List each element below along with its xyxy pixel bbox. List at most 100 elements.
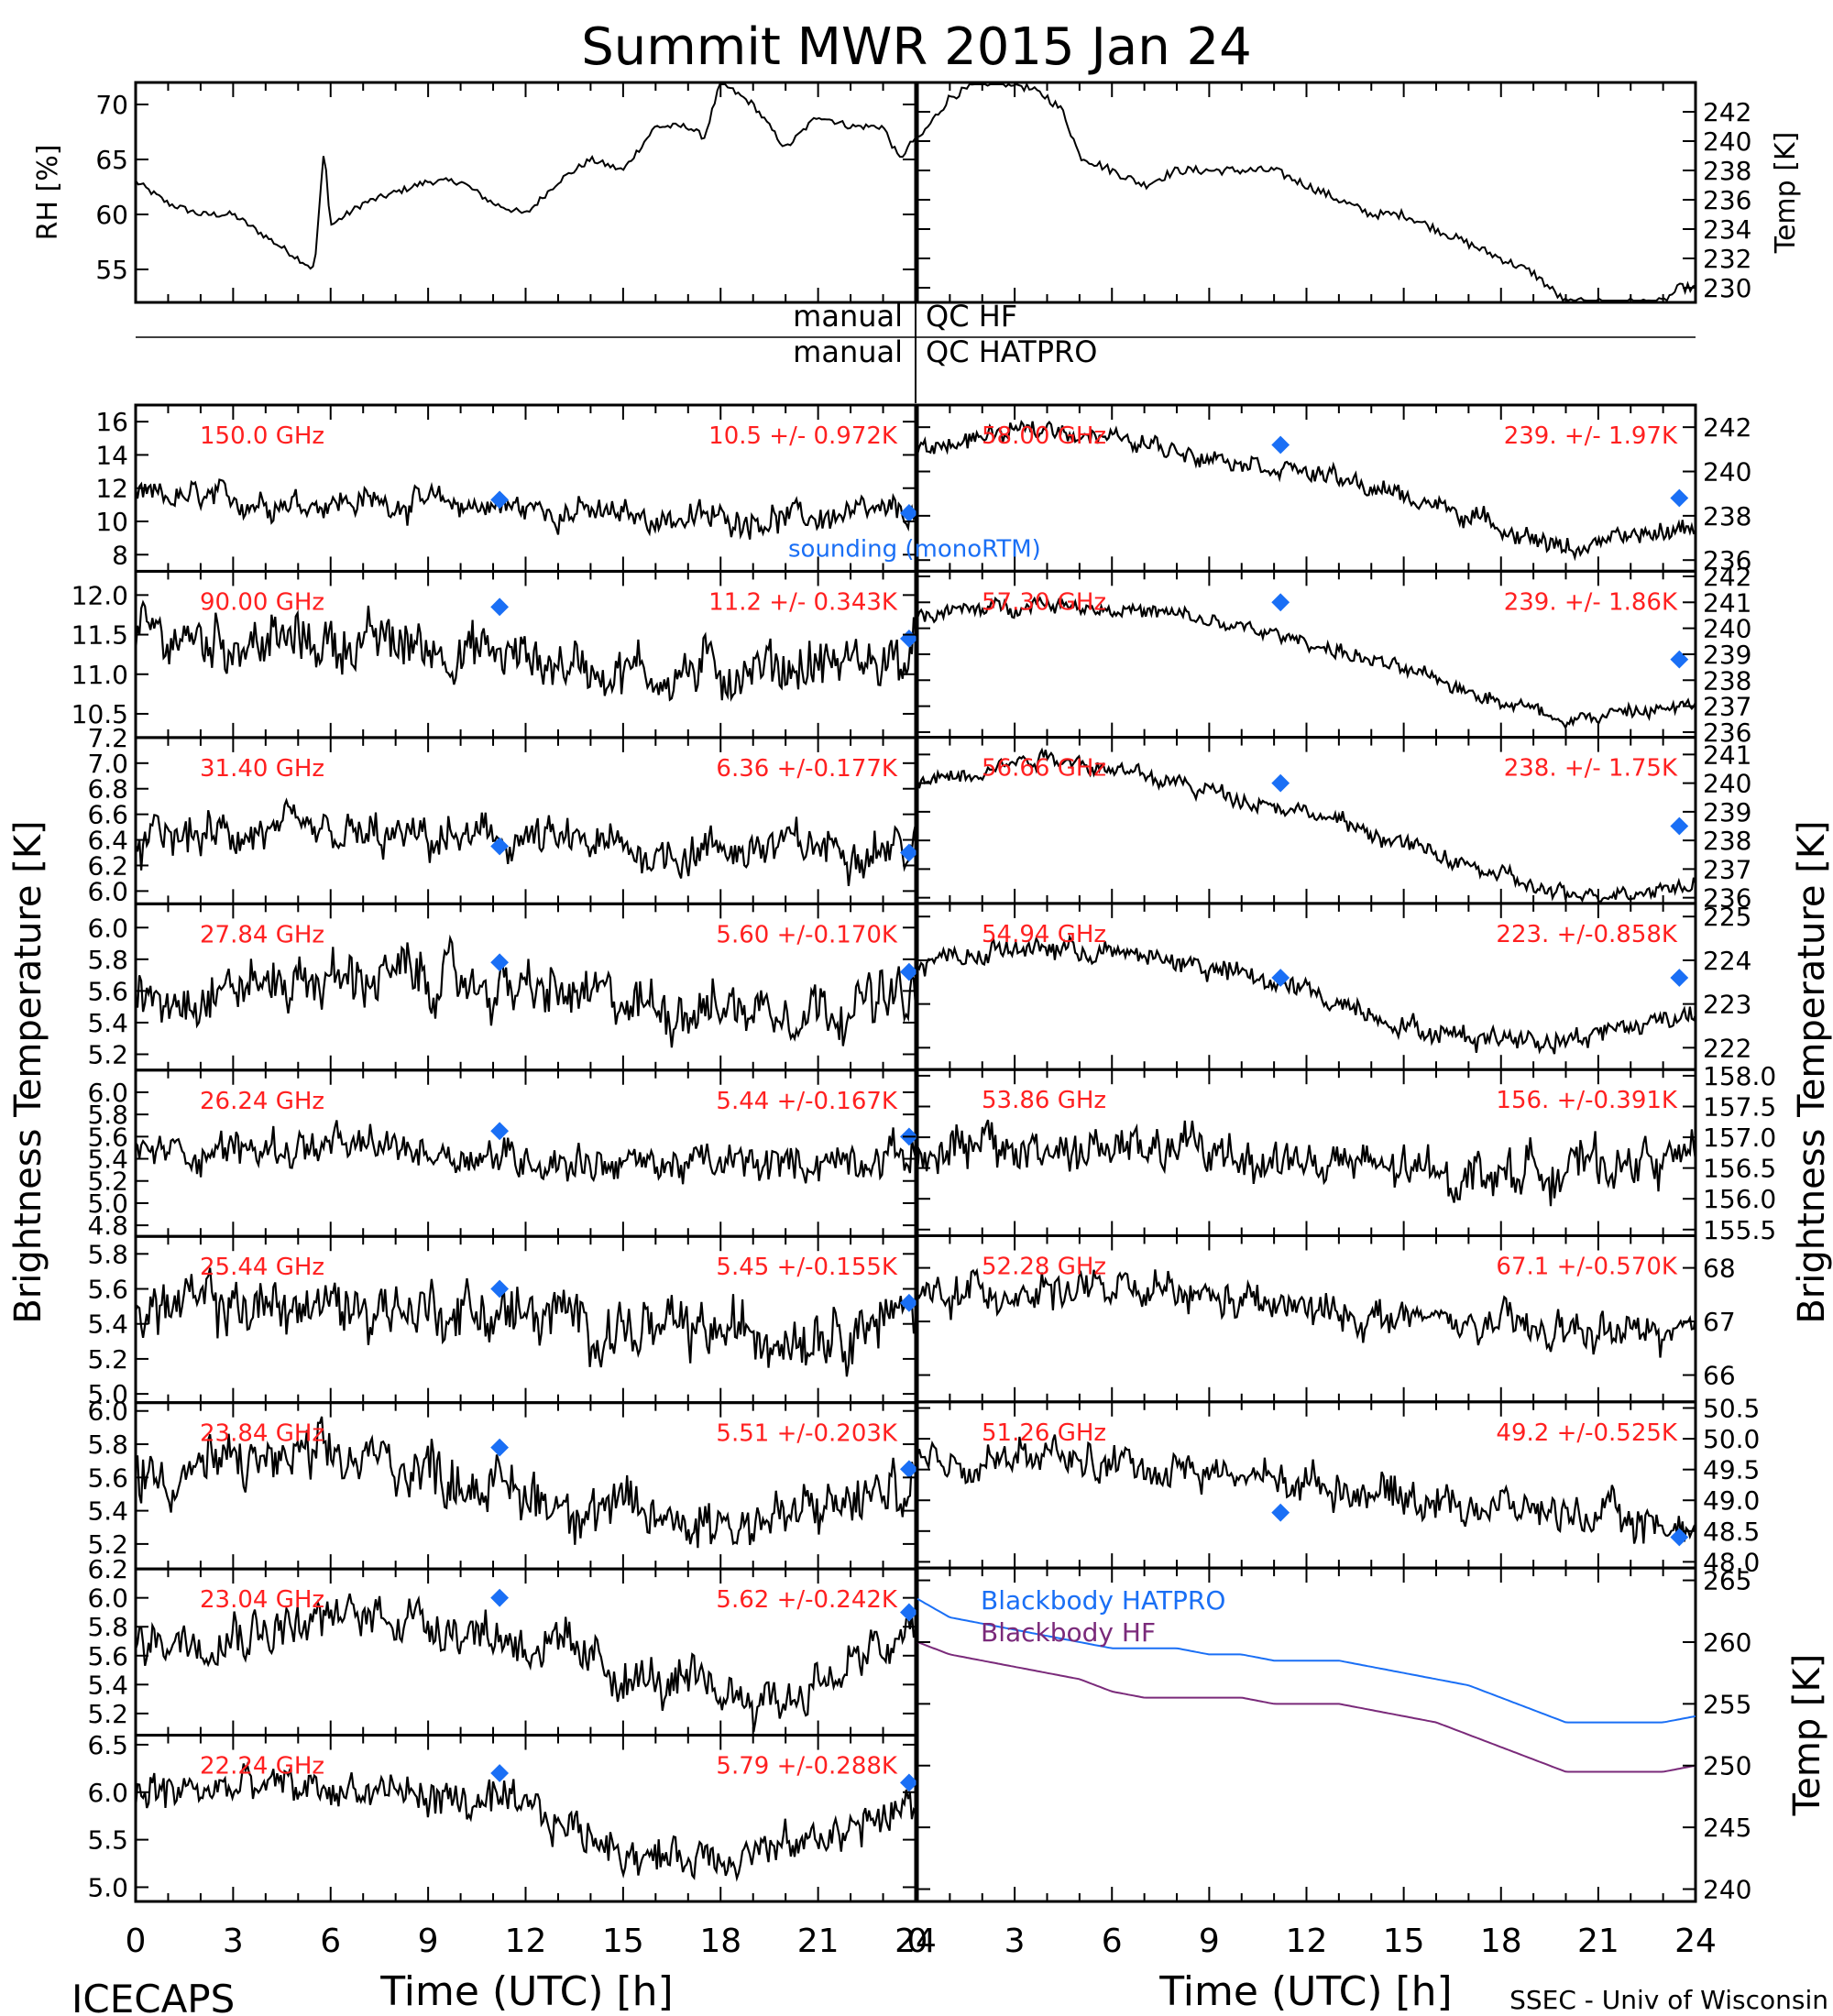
stats-label-R5: 67.1 +/-0.570K — [1496, 1254, 1678, 1281]
y-tick-label: 48.0 — [1703, 1547, 1760, 1577]
y-tick-label: 60 — [95, 200, 128, 230]
frequency-label-R0: 58.00 GHz — [982, 422, 1106, 450]
x-tick-label-right: 24 — [1674, 1923, 1717, 1960]
brightness-series-L5 — [134, 1267, 917, 1377]
brightness-series-L2 — [134, 797, 917, 887]
sounding-point — [490, 597, 510, 617]
bb-hatpro-series — [916, 1597, 1696, 1724]
y-tick-label: 14 — [95, 440, 128, 470]
x-axis-title-right: Time (UTC) [h] — [1158, 1968, 1452, 2015]
chart-title: Summit MWR 2015 Jan 24 — [581, 17, 1252, 77]
y-tick-label: 240 — [1703, 769, 1751, 799]
sounding-point — [490, 953, 510, 972]
y-tick-label: 68 — [1703, 1254, 1736, 1284]
y-tick-label: 50.5 — [1703, 1394, 1760, 1424]
x-tick-label-left: 24 — [895, 1923, 937, 1960]
frequency-label-R5: 52.28 GHz — [982, 1254, 1106, 1281]
x-axis-labels: 0 0 3 3 6 6 9 9 12 12 15 15 18 18 21 21 24 24 — [126, 1923, 1717, 1960]
sounding-point — [900, 1603, 918, 1622]
frequency-label-R6: 51.26 GHz — [982, 1419, 1106, 1447]
y-tick-label: 156.0 — [1703, 1184, 1776, 1214]
y-tick-label: 10.5 — [71, 699, 128, 729]
y-tick-label: 234 — [1703, 214, 1751, 245]
stats-label-R1: 239. +/- 1.86K — [1504, 588, 1678, 616]
temp-axis-label: Temp [K] — [1770, 132, 1802, 255]
sounding-point — [1271, 593, 1290, 612]
y-tick-label: 232 — [1703, 244, 1751, 274]
y-tick-label: 16 — [95, 407, 128, 437]
frequency-label-R4: 53.86 GHz — [982, 1087, 1106, 1114]
y-tick-label: 5.2 — [87, 1039, 128, 1069]
footer-right: SSEC - Univ of Wisconsin — [1509, 1985, 1828, 2015]
frequency-label-L4: 26.24 GHz — [200, 1088, 324, 1115]
y-tick-label: 5.8 — [87, 1430, 128, 1460]
brightness-series-L8 — [134, 1761, 916, 1882]
y-tick-label: 157.5 — [1703, 1091, 1776, 1122]
y-tick-label: 156.5 — [1703, 1154, 1776, 1184]
frequency-label-L7: 23.04 GHz — [200, 1586, 324, 1614]
y-tick-label: 5.5 — [87, 1825, 128, 1856]
stats-label-R3: 223. +/-0.858K — [1496, 921, 1678, 948]
y-tick-label: 5.6 — [87, 1122, 128, 1152]
y-tick-label: 240 — [1703, 457, 1751, 488]
sounding-point — [490, 1438, 510, 1457]
x-tick-label-left: 6 — [320, 1923, 341, 1960]
sounding-point — [1670, 969, 1689, 987]
panel-frame-rh — [134, 81, 917, 304]
y-tick-label: 260 — [1703, 1627, 1751, 1658]
stats-label-L6: 5.51 +/-0.203K — [716, 1420, 898, 1448]
x-tick-label-right: 21 — [1577, 1923, 1619, 1960]
y-tick-label: 250 — [1703, 1751, 1751, 1781]
y-tick-label: 5.0 — [87, 1379, 128, 1409]
y-tick-label: 224 — [1703, 946, 1751, 976]
y-tick-label: 236 — [1703, 185, 1751, 215]
y-tick-label: 49.0 — [1703, 1485, 1760, 1516]
y-tick-label: 236 — [1703, 718, 1751, 748]
y-tick-label: 238 — [1703, 665, 1751, 696]
bb-hf-series — [916, 1641, 1696, 1773]
stats-label-R4: 156. +/-0.391K — [1496, 1087, 1678, 1114]
sounding-point — [1271, 773, 1290, 793]
legend-bb-hf: Blackbody HF — [981, 1617, 1156, 1648]
y-tick-label: 6.0 — [87, 1078, 128, 1108]
y-tick-label: 6.8 — [87, 774, 128, 805]
y-tick-label: 6.5 — [87, 1730, 128, 1760]
y-tick-label: 6.4 — [87, 826, 128, 856]
frequency-label-L6: 23.84 GHz — [200, 1420, 324, 1448]
x-tick-label-left: 0 — [126, 1923, 147, 1960]
sounding-point — [900, 962, 918, 981]
y-tick-label: 240 — [1703, 614, 1751, 644]
sounding-point — [490, 837, 510, 856]
rh-axis-label: RH [%] — [32, 145, 64, 241]
y-tick-label: 11.0 — [71, 660, 128, 690]
y-tick-label: 67 — [1703, 1307, 1736, 1337]
y-tick-label: 6.0 — [87, 1397, 128, 1427]
bb-axis-label: Temp [K] — [1786, 1654, 1828, 1817]
y-tick-label: 239 — [1703, 797, 1751, 827]
y-tick-label: 12.0 — [71, 580, 128, 610]
qc-label-hatpro: QC HATPRO — [926, 334, 1097, 369]
y-tick-label: 5.2 — [87, 1529, 128, 1560]
y-tick-label: 5.0 — [87, 1872, 128, 1902]
panel-frame-temp — [916, 81, 1697, 304]
y-tick-label: 6.0 — [87, 913, 128, 943]
stats-label-L8: 5.79 +/-0.288K — [716, 1753, 898, 1780]
x-tick-label-left: 3 — [223, 1923, 244, 1960]
y-tick-label: 4.8 — [87, 1211, 128, 1241]
brightness-series-R0 — [916, 420, 1696, 562]
x-tick-label-right: 18 — [1480, 1923, 1522, 1960]
y-tick-label: 158.0 — [1703, 1061, 1776, 1091]
y-tick-label: 5.0 — [87, 1189, 128, 1219]
y-tick-label: 55 — [95, 255, 128, 285]
y-tick-label: 5.8 — [87, 1239, 128, 1269]
x-tick-label-right: 0 — [907, 1923, 928, 1960]
frequency-label-L3: 27.84 GHz — [200, 921, 324, 948]
x-tick-label-right: 12 — [1286, 1923, 1328, 1960]
sounding-point — [490, 490, 510, 509]
y-tick-label: 240 — [1703, 1875, 1751, 1905]
qc-manual-2: manual — [793, 334, 903, 369]
y-tick-label: 223 — [1703, 990, 1751, 1020]
y-tick-label: 5.2 — [87, 1699, 128, 1729]
x-tick-label-right: 3 — [1004, 1923, 1026, 1960]
